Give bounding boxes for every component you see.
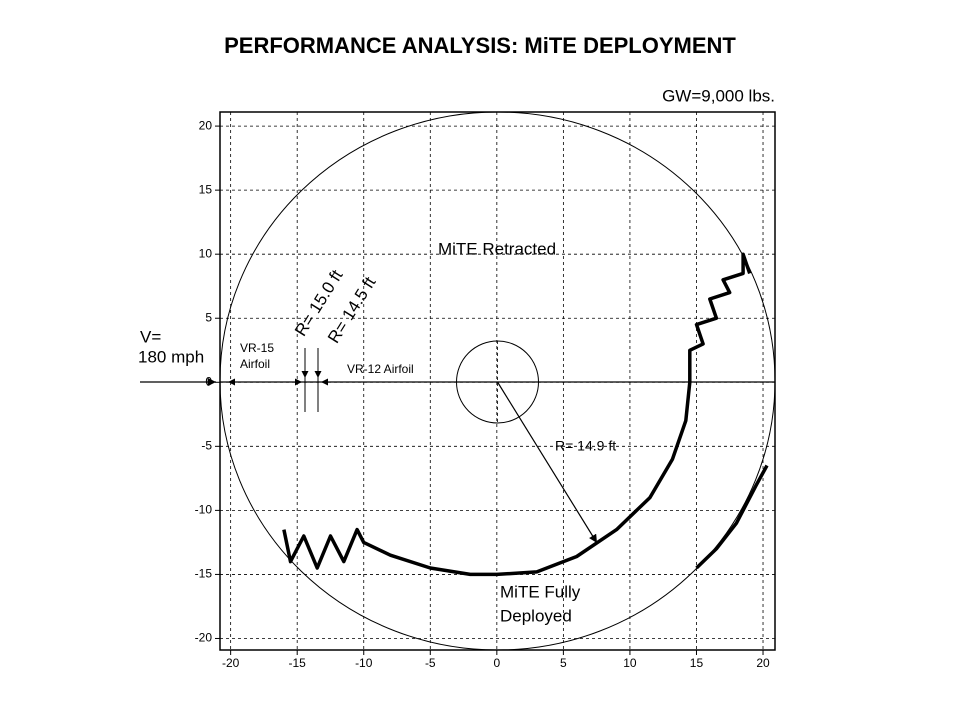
marks [282,252,769,577]
deployment-trace [282,252,769,577]
rotor-disk [219,111,776,651]
x-tick-label: -10 [355,656,373,670]
y-tick-label: -20 [195,631,213,645]
radius-arrow [496,381,598,544]
x-tick-label: -15 [289,656,307,670]
y-tick-label: 20 [199,118,213,132]
x-tick-label: 20 [756,656,770,670]
y-tick-label: -5 [201,439,212,453]
annotation: GW=9,000 lbs. [662,86,775,105]
annotation: 180 mph [138,347,204,366]
annotation: V= [140,327,161,346]
y-tick-label: 15 [199,182,213,196]
x-tick-label: 10 [623,656,637,670]
annotation: MiTE Retracted [438,239,556,258]
y-tick-label: -15 [195,567,213,581]
annotation: Airfoil [240,357,270,371]
x-tick-label: 0 [493,656,500,670]
page-title: PERFORMANCE ANALYSIS: MiTE DEPLOYMENT [224,33,736,58]
y-tick-label: -10 [195,503,213,517]
x-tick-label: -5 [425,656,436,670]
annotation: MiTE Fully [500,582,581,601]
x-tick-label: 15 [690,656,704,670]
annotation: Deployed [500,606,572,625]
y-tick-label: 0 [205,374,212,388]
y-tick-label: 10 [199,246,213,260]
plot-frame [219,111,776,651]
x-tick-label: -20 [222,656,240,670]
x-tick-label: 5 [560,656,567,670]
annotation: VR-15 [240,341,274,355]
annotation: VR-12 Airfoil [347,362,414,376]
y-tick-label: 5 [205,310,212,324]
annotation: R= 14.9 ft [555,438,616,454]
